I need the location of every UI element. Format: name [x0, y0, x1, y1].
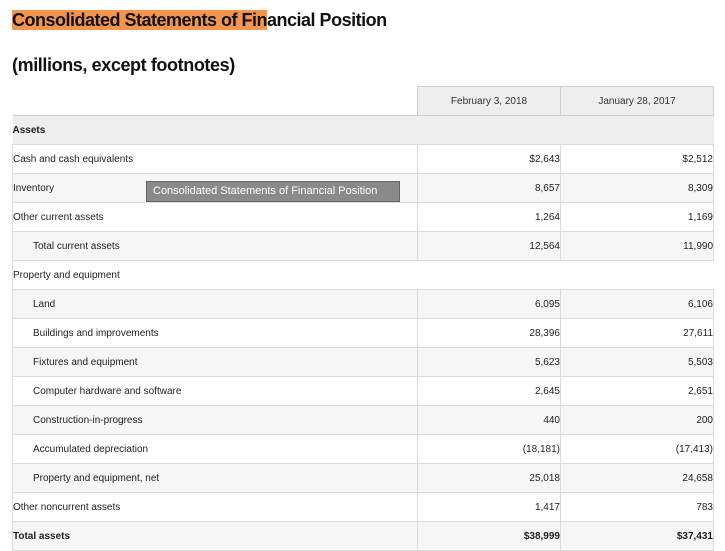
row-value-1: 8,657	[417, 173, 561, 203]
subtotal-row: Property and equipment, net 25,018 24,65…	[12, 463, 714, 493]
row-label: Total current assets	[12, 231, 418, 261]
row-label: Cash and cash equivalents	[12, 144, 418, 174]
row-label: Property and equipment, net	[12, 463, 418, 493]
row-value-2: $37,431	[560, 521, 714, 551]
row-label: Other current assets	[12, 202, 418, 232]
row-value-1: $38,999	[417, 521, 561, 551]
table-row: Cash and cash equivalents $2,643 $2,512	[12, 144, 714, 174]
row-value-2: 11,990	[560, 231, 714, 261]
row-value-2: (17,413)	[560, 434, 714, 464]
page-title: Consolidated Statements of Financial Pos…	[12, 8, 387, 32]
row-value-1	[417, 260, 561, 290]
column-header-feb-2018: February 3, 2018	[417, 86, 561, 116]
row-value-2: 8,309	[560, 173, 714, 203]
row-value-2: 1,169	[560, 202, 714, 232]
table-row: Other current assets 1,264 1,169	[12, 202, 714, 232]
row-label: Fixtures and equipment	[12, 347, 418, 377]
row-value-1: (18,181)	[417, 434, 561, 464]
title-tooltip: Consolidated Statements of Financial Pos…	[146, 181, 400, 202]
table-row: Accumulated depreciation (18,181) (17,41…	[12, 434, 714, 464]
row-label: Property and equipment	[12, 260, 418, 290]
row-value-1: 1,417	[417, 492, 561, 522]
row-value-1: 5,623	[417, 347, 561, 377]
row-value-1	[417, 115, 561, 145]
row-label: Buildings and improvements	[12, 318, 418, 348]
header-blank-cell	[12, 86, 418, 116]
table-header-row: February 3, 2018 January 28, 2017	[12, 86, 714, 116]
row-label: Total assets	[12, 521, 418, 551]
column-header-jan-2017: January 28, 2017	[560, 86, 714, 116]
total-row: Total assets $38,999 $37,431	[12, 521, 714, 551]
row-label: Construction-in-progress	[12, 405, 418, 435]
table-row: Other noncurrent assets 1,417 783	[12, 492, 714, 522]
row-value-1: 2,645	[417, 376, 561, 406]
table-row: Construction-in-progress 440 200	[12, 405, 714, 435]
page-subtitle: (millions, except footnotes)	[12, 55, 235, 75]
table-row: Computer hardware and software 2,645 2,6…	[12, 376, 714, 406]
title-rest-text: ancial Position	[267, 10, 387, 30]
row-value-2: 783	[560, 492, 714, 522]
row-value-2: 27,611	[560, 318, 714, 348]
row-label: Assets	[12, 115, 418, 145]
row-value-1: $2,643	[417, 144, 561, 174]
row-value-2: 200	[560, 405, 714, 435]
financial-position-table: February 3, 2018 January 28, 2017 Assets…	[12, 86, 714, 551]
table-row: Property and equipment	[12, 260, 714, 290]
row-value-2	[560, 115, 714, 145]
row-value-1: 25,018	[417, 463, 561, 493]
row-label: Accumulated depreciation	[12, 434, 418, 464]
row-value-2: $2,512	[560, 144, 714, 174]
row-value-2	[560, 260, 714, 290]
section-row-assets: Assets	[12, 115, 714, 145]
title-highlighted-text: Consolidated Statements of Fin	[12, 10, 268, 30]
row-value-2: 2,651	[560, 376, 714, 406]
row-value-2: 6,106	[560, 289, 714, 319]
row-value-1: 1,264	[417, 202, 561, 232]
row-label: Land	[12, 289, 418, 319]
row-value-2: 24,658	[560, 463, 714, 493]
subtotal-row: Total current assets 12,564 11,990	[12, 231, 714, 261]
table-row: Land 6,095 6,106	[12, 289, 714, 319]
row-value-2: 5,503	[560, 347, 714, 377]
table-row: Fixtures and equipment 5,623 5,503	[12, 347, 714, 377]
row-label: Other noncurrent assets	[12, 492, 418, 522]
table-row: Buildings and improvements 28,396 27,611	[12, 318, 714, 348]
row-value-1: 6,095	[417, 289, 561, 319]
row-value-1: 28,396	[417, 318, 561, 348]
row-value-1: 440	[417, 405, 561, 435]
row-label: Computer hardware and software	[12, 376, 418, 406]
row-value-1: 12,564	[417, 231, 561, 261]
